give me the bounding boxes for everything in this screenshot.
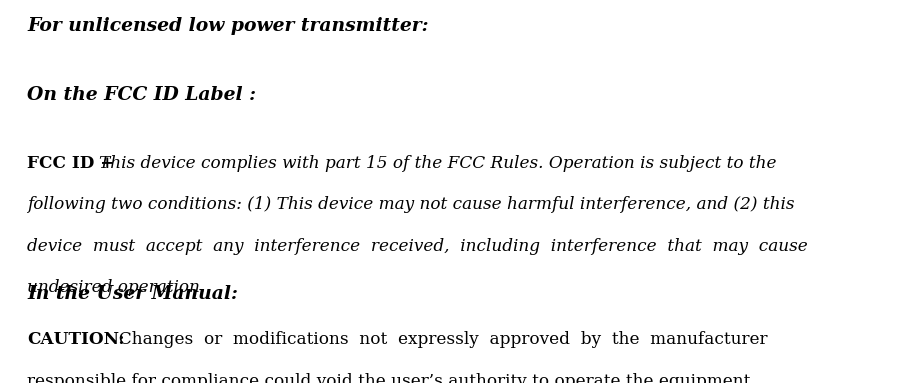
Text: device  must  accept  any  interference  received,  including  interference  tha: device must accept any interference rece… [27, 238, 807, 255]
Text: following two conditions: (1) This device may not cause harmful interference, an: following two conditions: (1) This devic… [27, 196, 794, 213]
Text: This device complies with part 15 of the FCC Rules. Operation is subject to the: This device complies with part 15 of the… [99, 155, 776, 172]
Text: In the User Manual:: In the User Manual: [27, 285, 237, 303]
Text: On the FCC ID Label :: On the FCC ID Label : [27, 86, 256, 104]
Text: CAUTION:: CAUTION: [27, 331, 125, 348]
Text: FCC ID +: FCC ID + [27, 155, 120, 172]
Text: undesired operation.: undesired operation. [27, 279, 205, 296]
Text: Changes  or  modifications  not  expressly  approved  by  the  manufacturer: Changes or modifications not expressly a… [108, 331, 768, 348]
Text: responsible for compliance could void the user’s authority to operate the equipm: responsible for compliance could void th… [27, 373, 749, 383]
Text: For unlicensed low power transmitter:: For unlicensed low power transmitter: [27, 17, 428, 35]
